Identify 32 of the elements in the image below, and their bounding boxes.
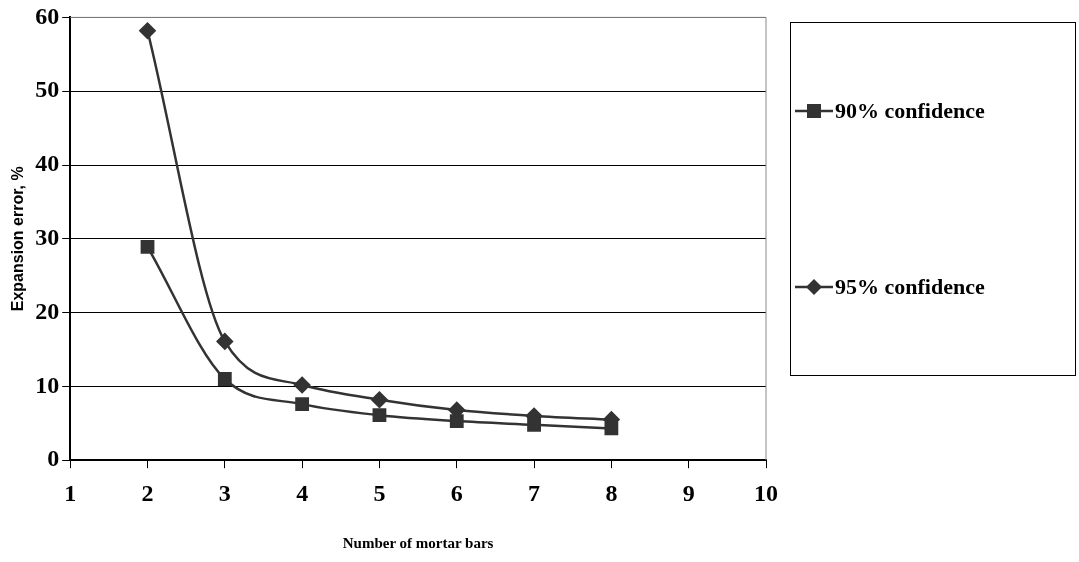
x-tick-label: 6 bbox=[450, 479, 463, 506]
y-tick-label: 50 bbox=[35, 76, 60, 103]
point bbox=[139, 22, 156, 39]
point bbox=[216, 333, 234, 350]
x-axis-title: Number of mortar bars bbox=[342, 534, 494, 551]
point bbox=[293, 376, 311, 394]
point bbox=[295, 397, 310, 412]
y-tick-label: 40 bbox=[35, 150, 60, 177]
x-tick-label: 5 bbox=[373, 479, 386, 506]
point bbox=[604, 421, 619, 436]
x-tick-label: 9 bbox=[682, 479, 695, 506]
x-tick-label: 3 bbox=[218, 479, 231, 506]
y-tick-label: 10 bbox=[35, 371, 60, 398]
point bbox=[217, 372, 232, 386]
y-tick-label: 60 bbox=[35, 2, 60, 29]
y-tick-label: 0 bbox=[47, 445, 60, 472]
y-tick-label: 20 bbox=[35, 297, 60, 324]
x-tick-label: 10 bbox=[754, 479, 778, 506]
point bbox=[527, 417, 541, 432]
point bbox=[449, 414, 464, 428]
point bbox=[140, 240, 155, 254]
x-tick-label: 1 bbox=[64, 479, 77, 506]
x-tick-label: 7 bbox=[528, 479, 541, 506]
y-axis-title: Expansion error, % bbox=[9, 166, 27, 312]
x-tick-label: 8 bbox=[605, 479, 618, 506]
x-tick-label: 4 bbox=[296, 479, 309, 506]
y-tick-label: 30 bbox=[35, 224, 60, 250]
x-tick-label: 2 bbox=[141, 479, 154, 506]
legend-label: 95% confidence bbox=[835, 274, 985, 300]
point bbox=[372, 408, 387, 423]
point bbox=[371, 391, 388, 408]
legend-label: 90% confidence bbox=[835, 98, 985, 124]
